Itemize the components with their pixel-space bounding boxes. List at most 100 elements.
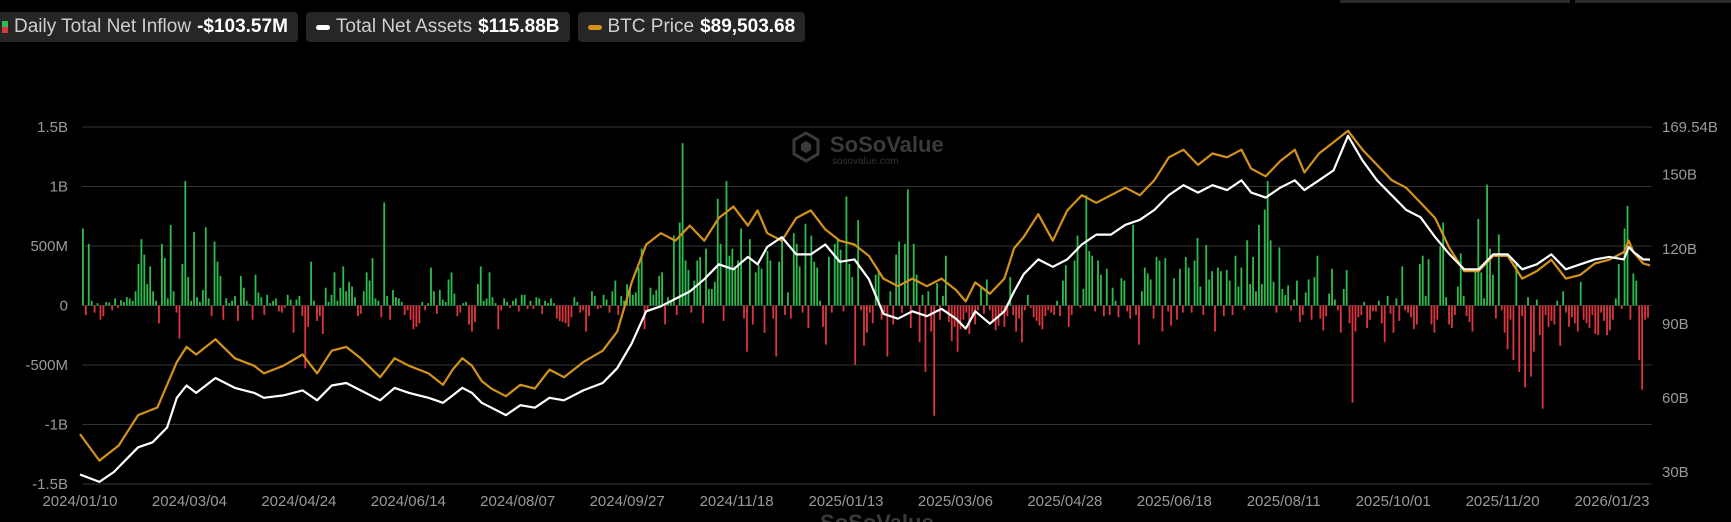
inflow-bar (830, 305, 833, 313)
inflow-bar (1401, 266, 1404, 306)
inflow-bar (1629, 305, 1632, 320)
inflow-bar (242, 287, 245, 306)
inflow-bar (512, 300, 514, 306)
inflow-bar (1044, 305, 1047, 317)
inflow-bar (1647, 305, 1649, 318)
inflow-bar (558, 305, 561, 321)
inflow-bar (819, 300, 821, 306)
inflow-bar (374, 298, 377, 306)
inflow-bar (1559, 305, 1562, 346)
inflow-bar (1331, 268, 1333, 306)
inflow-bar (248, 304, 251, 306)
inflow-bar (1620, 305, 1623, 310)
inflow-bar (482, 300, 485, 306)
inflow-bar (158, 305, 160, 324)
inflow-bar (1398, 305, 1401, 321)
inflow-bar (1550, 305, 1553, 321)
top-tab-indicator-2[interactable] (1575, 0, 1731, 3)
legend-inflow[interactable]: Daily Total Net Inflow -$103.57M (0, 12, 298, 42)
inflow-bar (108, 302, 111, 306)
inflow-bar (1336, 305, 1339, 311)
inflow-bar (1187, 267, 1190, 306)
inflow-bar (1140, 291, 1143, 306)
inflow-bar (904, 243, 906, 306)
inflow-bar (1085, 195, 1088, 306)
inflow-bar (1021, 305, 1023, 343)
inflow-bar (1535, 299, 1538, 306)
inflow-bar (1530, 305, 1532, 377)
right-tick-label: 30B (1662, 464, 1689, 481)
inflow-bar (1196, 237, 1199, 306)
inflow-bar (921, 294, 924, 306)
inflow-bar (210, 305, 213, 317)
inflow-bar (699, 256, 702, 306)
inflow-bar (1565, 305, 1567, 313)
inflow-bar (851, 277, 854, 306)
inflow-bar (544, 300, 547, 306)
watermark-bottom-brand: SoSoValue (820, 510, 934, 522)
inflow-bar (160, 243, 163, 306)
price-lines[interactable] (79, 129, 1651, 483)
inflow-bar (1392, 305, 1395, 333)
inflow-bar (959, 305, 962, 330)
inflow-bar (1304, 292, 1307, 306)
inflow-bar (278, 305, 280, 312)
legend-inflow-value: -$103.57M (197, 16, 288, 37)
inflow-bar (339, 287, 342, 306)
left-tick-label: 500M (30, 238, 68, 255)
inflow-bar (588, 305, 590, 317)
inflow-bar (348, 281, 351, 306)
inflow-bar (1442, 222, 1445, 306)
inflow-bar (690, 305, 693, 313)
inflow-bar (1146, 273, 1149, 306)
legend-btc[interactable]: BTC Price $89,503.68 (577, 12, 806, 42)
inflow-bar (953, 305, 956, 327)
inflow-bar (968, 305, 971, 334)
inflow-bar (1023, 305, 1026, 311)
total-net-assets-line (79, 134, 1651, 483)
legend-assets[interactable]: Total Net Assets $115.88B (305, 12, 570, 42)
inflow-bar (371, 258, 374, 306)
inflow-bar (877, 271, 880, 306)
inflow-bar (582, 305, 585, 311)
top-tab-indicator-1[interactable] (1340, 0, 1570, 3)
inflow-bar (570, 305, 573, 318)
inflow-bar (760, 268, 763, 306)
inflow-bar (895, 254, 898, 306)
inflow-bar (1296, 280, 1298, 306)
inflow-bar (424, 305, 427, 311)
inflow-bar (1380, 305, 1383, 324)
inflow-bar (1301, 305, 1304, 315)
inflow-bar (1603, 305, 1605, 321)
right-axis: 169.54B 150B 120B 90B 60B 30B (1662, 119, 1718, 481)
inflow-bar (395, 297, 397, 306)
inflow-bar (775, 305, 778, 357)
legend-inflow-label: Daily Total Net Inflow (14, 16, 192, 37)
inflow-bar (670, 300, 672, 306)
inflow-bar (503, 298, 506, 306)
inflow-bar (491, 297, 494, 306)
inflow-bar (1497, 234, 1500, 306)
inflow-bar (1521, 305, 1524, 317)
inflow-bar (1354, 305, 1357, 332)
x-tick-label: 2025/03/06 (918, 493, 993, 510)
inflow-bar (365, 272, 368, 306)
inflow-bar (1427, 259, 1430, 306)
left-axis: 1.5B 1B 500M 0 -500M -1B -1.5B (25, 119, 68, 493)
inflow-bar (868, 305, 871, 313)
inflow-bars[interactable] (82, 143, 1649, 416)
inflow-bar (1377, 300, 1380, 306)
inflow-bar (1240, 267, 1243, 306)
inflow-bar (514, 298, 517, 306)
inflow-bar (1527, 297, 1529, 306)
inflow-bar (1018, 305, 1020, 319)
inflow-bar (901, 305, 903, 313)
inflow-bar (547, 303, 549, 306)
inflow-bar (1000, 305, 1003, 313)
inflow-bar (1126, 305, 1129, 312)
inflow-bar (292, 305, 295, 333)
inflow-bar (1246, 240, 1249, 306)
inflow-bar (1009, 277, 1012, 306)
inflow-bar (286, 294, 289, 306)
